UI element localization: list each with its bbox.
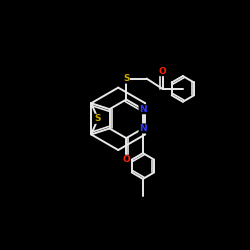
Text: N: N (139, 124, 147, 133)
Text: N: N (139, 105, 147, 114)
Text: O: O (159, 66, 166, 76)
Text: S: S (95, 114, 101, 123)
Text: O: O (122, 155, 130, 164)
Text: S: S (123, 74, 130, 83)
